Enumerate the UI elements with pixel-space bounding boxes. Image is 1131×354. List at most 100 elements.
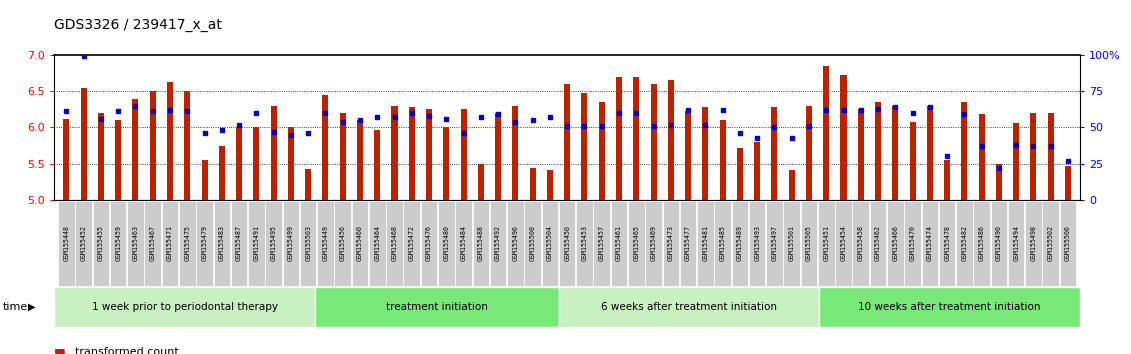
Text: GSM155494: GSM155494 (1013, 225, 1019, 261)
Bar (819, 287, 1080, 327)
Bar (1030, 113, 1036, 200)
Bar (806, 105, 812, 200)
Text: GSM155463: GSM155463 (132, 225, 138, 261)
Bar (1008, 201, 1025, 286)
Bar (870, 201, 887, 286)
Bar (784, 201, 800, 286)
Text: GSM155481: GSM155481 (702, 225, 708, 261)
Bar (633, 76, 639, 200)
Bar (909, 122, 916, 200)
Text: GSM155498: GSM155498 (1030, 225, 1036, 261)
Bar (766, 201, 783, 286)
Bar (127, 201, 144, 286)
Text: GSM155468: GSM155468 (391, 225, 397, 261)
Bar (956, 201, 973, 286)
Bar (76, 201, 92, 286)
Text: GSM155455: GSM155455 (98, 225, 104, 261)
Bar (404, 201, 420, 286)
Bar (335, 201, 351, 286)
Bar (840, 75, 846, 200)
Bar (357, 120, 363, 200)
Bar (248, 201, 265, 286)
Text: GSM155457: GSM155457 (598, 225, 605, 261)
Bar (322, 95, 328, 200)
Bar (685, 112, 691, 200)
Text: GSM155469: GSM155469 (650, 225, 656, 261)
Bar (542, 201, 559, 286)
Text: GSM155499: GSM155499 (288, 225, 294, 261)
Bar (149, 91, 156, 200)
Bar (408, 107, 415, 200)
Bar (477, 164, 484, 200)
Bar (352, 201, 369, 286)
Bar (1047, 113, 1054, 200)
Bar (218, 145, 225, 200)
Bar (771, 107, 777, 200)
Text: GSM155460: GSM155460 (357, 225, 363, 261)
Text: GSM155479: GSM155479 (201, 225, 207, 261)
Bar (386, 201, 403, 286)
Bar (801, 201, 818, 286)
Text: GSM155480: GSM155480 (443, 225, 449, 261)
Text: GSM155502: GSM155502 (1047, 225, 1054, 261)
Bar (732, 201, 749, 286)
Text: GSM155466: GSM155466 (892, 225, 898, 261)
Bar (892, 105, 898, 200)
Text: GSM155458: GSM155458 (857, 225, 864, 261)
Bar (737, 148, 743, 200)
Text: GSM155449: GSM155449 (322, 225, 328, 261)
Bar (598, 102, 605, 200)
Bar (54, 287, 316, 327)
Text: GDS3326 / 239417_x_at: GDS3326 / 239417_x_at (54, 18, 222, 32)
Text: GSM155493: GSM155493 (754, 225, 760, 261)
Bar (922, 201, 938, 286)
Bar (857, 109, 864, 200)
Bar (611, 201, 628, 286)
Bar (495, 113, 501, 200)
Text: GSM155461: GSM155461 (616, 225, 622, 261)
Bar (145, 201, 161, 286)
Bar (317, 201, 334, 286)
Bar (680, 201, 697, 286)
Text: GSM155484: GSM155484 (460, 225, 467, 261)
Text: GSM155501: GSM155501 (788, 225, 795, 261)
Text: ■: ■ (54, 346, 66, 354)
Bar (823, 66, 829, 200)
Bar (80, 87, 87, 200)
Bar (818, 201, 835, 286)
Bar (1013, 123, 1019, 200)
Text: GSM155491: GSM155491 (253, 225, 259, 261)
Bar (58, 201, 75, 286)
Text: GSM155467: GSM155467 (149, 225, 156, 261)
Bar (270, 105, 277, 200)
Bar (616, 76, 622, 200)
Bar (1060, 201, 1077, 286)
Text: GSM155471: GSM155471 (167, 225, 173, 261)
Bar (939, 201, 956, 286)
Text: GSM155496: GSM155496 (512, 225, 518, 261)
Text: GSM155470: GSM155470 (909, 225, 916, 261)
Bar (512, 105, 518, 200)
Bar (961, 102, 967, 200)
Bar (754, 142, 760, 200)
Text: GSM155475: GSM155475 (184, 225, 190, 261)
Bar (646, 201, 662, 286)
Text: GSM155477: GSM155477 (685, 225, 691, 261)
Bar (438, 201, 455, 286)
Text: GSM155452: GSM155452 (80, 225, 87, 261)
Bar (564, 84, 570, 200)
Text: GSM155482: GSM155482 (961, 225, 967, 261)
Bar (167, 82, 173, 200)
Bar (231, 201, 248, 286)
Bar (110, 201, 127, 286)
Text: GSM155472: GSM155472 (408, 225, 415, 261)
Bar (300, 201, 317, 286)
Text: GSM155506: GSM155506 (1065, 225, 1071, 261)
Text: GSM155489: GSM155489 (737, 225, 743, 261)
Bar (98, 113, 104, 200)
Bar (93, 201, 110, 286)
Bar (507, 201, 524, 286)
Bar (426, 109, 432, 200)
Bar (391, 105, 397, 200)
Bar (715, 201, 731, 286)
